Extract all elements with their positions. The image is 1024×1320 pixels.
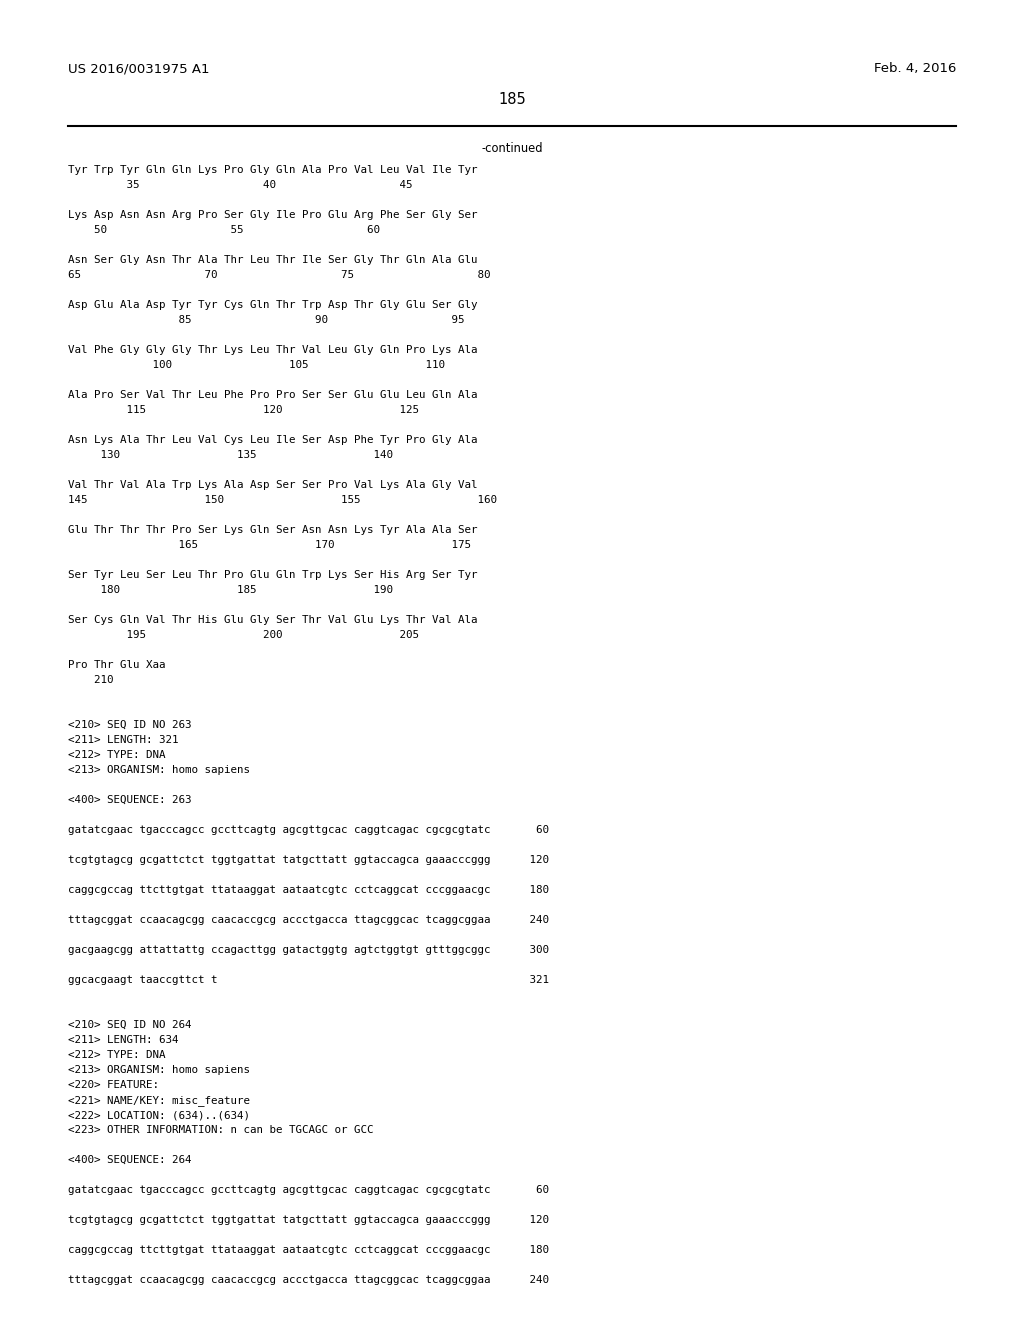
Text: caggcgccag ttcttgtgat ttataaggat aataatcgtc cctcaggcat cccggaacgc      180: caggcgccag ttcttgtgat ttataaggat aataatc… bbox=[68, 884, 549, 895]
Text: <400> SEQUENCE: 264: <400> SEQUENCE: 264 bbox=[68, 1155, 191, 1166]
Text: 35                   40                   45: 35 40 45 bbox=[68, 180, 413, 190]
Text: Lys Asp Asn Asn Arg Pro Ser Gly Ile Pro Glu Arg Phe Ser Gly Ser: Lys Asp Asn Asn Arg Pro Ser Gly Ile Pro … bbox=[68, 210, 477, 220]
Text: tttagcggat ccaacagcgg caacaccgcg accctgacca ttagcggcac tcaggcggaa      240: tttagcggat ccaacagcgg caacaccgcg accctga… bbox=[68, 915, 549, 925]
Text: <220> FEATURE:: <220> FEATURE: bbox=[68, 1080, 159, 1090]
Text: <223> OTHER INFORMATION: n can be TGCAGC or GCC: <223> OTHER INFORMATION: n can be TGCAGC… bbox=[68, 1125, 374, 1135]
Text: 115                  120                  125: 115 120 125 bbox=[68, 405, 419, 414]
Text: 165                  170                  175: 165 170 175 bbox=[68, 540, 471, 550]
Text: 65                   70                   75                   80: 65 70 75 80 bbox=[68, 271, 490, 280]
Text: Val Thr Val Ala Trp Lys Ala Asp Ser Ser Pro Val Lys Ala Gly Val: Val Thr Val Ala Trp Lys Ala Asp Ser Ser … bbox=[68, 480, 477, 490]
Text: <210> SEQ ID NO 263: <210> SEQ ID NO 263 bbox=[68, 719, 191, 730]
Text: gacgaagcgg attattattg ccagacttgg gatactggtg agtctggtgt gtttggcggc      300: gacgaagcgg attattattg ccagacttgg gatactg… bbox=[68, 945, 549, 954]
Text: US 2016/0031975 A1: US 2016/0031975 A1 bbox=[68, 62, 210, 75]
Text: <222> LOCATION: (634)..(634): <222> LOCATION: (634)..(634) bbox=[68, 1110, 250, 1119]
Text: gatatcgaac tgacccagcc gccttcagtg agcgttgcac caggtcagac cgcgcgtatc       60: gatatcgaac tgacccagcc gccttcagtg agcgttg… bbox=[68, 825, 549, 836]
Text: <400> SEQUENCE: 263: <400> SEQUENCE: 263 bbox=[68, 795, 191, 805]
Text: Asn Lys Ala Thr Leu Val Cys Leu Ile Ser Asp Phe Tyr Pro Gly Ala: Asn Lys Ala Thr Leu Val Cys Leu Ile Ser … bbox=[68, 436, 477, 445]
Text: Feb. 4, 2016: Feb. 4, 2016 bbox=[873, 62, 956, 75]
Text: 85                   90                   95: 85 90 95 bbox=[68, 315, 465, 325]
Text: Ser Cys Gln Val Thr His Glu Gly Ser Thr Val Glu Lys Thr Val Ala: Ser Cys Gln Val Thr His Glu Gly Ser Thr … bbox=[68, 615, 477, 624]
Text: Asn Ser Gly Asn Thr Ala Thr Leu Thr Ile Ser Gly Thr Gln Ala Glu: Asn Ser Gly Asn Thr Ala Thr Leu Thr Ile … bbox=[68, 255, 477, 265]
Text: Ala Pro Ser Val Thr Leu Phe Pro Pro Ser Ser Glu Glu Leu Gln Ala: Ala Pro Ser Val Thr Leu Phe Pro Pro Ser … bbox=[68, 389, 477, 400]
Text: 50                   55                   60: 50 55 60 bbox=[68, 224, 380, 235]
Text: ggcacgaagt taaccgttct t                                                321: ggcacgaagt taaccgttct t 321 bbox=[68, 975, 549, 985]
Text: <211> LENGTH: 321: <211> LENGTH: 321 bbox=[68, 735, 178, 744]
Text: tcgtgtagcg gcgattctct tggtgattat tatgcttatt ggtaccagca gaaacccggg      120: tcgtgtagcg gcgattctct tggtgattat tatgctt… bbox=[68, 855, 549, 865]
Text: <213> ORGANISM: homo sapiens: <213> ORGANISM: homo sapiens bbox=[68, 766, 250, 775]
Text: 195                  200                  205: 195 200 205 bbox=[68, 630, 419, 640]
Text: 185: 185 bbox=[498, 92, 526, 107]
Text: <210> SEQ ID NO 264: <210> SEQ ID NO 264 bbox=[68, 1020, 191, 1030]
Text: <212> TYPE: DNA: <212> TYPE: DNA bbox=[68, 750, 166, 760]
Text: Val Phe Gly Gly Gly Thr Lys Leu Thr Val Leu Gly Gln Pro Lys Ala: Val Phe Gly Gly Gly Thr Lys Leu Thr Val … bbox=[68, 345, 477, 355]
Text: Pro Thr Glu Xaa: Pro Thr Glu Xaa bbox=[68, 660, 166, 671]
Text: <212> TYPE: DNA: <212> TYPE: DNA bbox=[68, 1049, 166, 1060]
Text: 145                  150                  155                  160: 145 150 155 160 bbox=[68, 495, 497, 506]
Text: Glu Thr Thr Thr Pro Ser Lys Gln Ser Asn Asn Lys Tyr Ala Ala Ser: Glu Thr Thr Thr Pro Ser Lys Gln Ser Asn … bbox=[68, 525, 477, 535]
Text: <221> NAME/KEY: misc_feature: <221> NAME/KEY: misc_feature bbox=[68, 1096, 250, 1106]
Text: Tyr Trp Tyr Gln Gln Lys Pro Gly Gln Ala Pro Val Leu Val Ile Tyr: Tyr Trp Tyr Gln Gln Lys Pro Gly Gln Ala … bbox=[68, 165, 477, 176]
Text: tttagcggat ccaacagcgg caacaccgcg accctgacca ttagcggcac tcaggcggaa      240: tttagcggat ccaacagcgg caacaccgcg accctga… bbox=[68, 1275, 549, 1284]
Text: 130                  135                  140: 130 135 140 bbox=[68, 450, 393, 459]
Text: Asp Glu Ala Asp Tyr Tyr Cys Gln Thr Trp Asp Thr Gly Glu Ser Gly: Asp Glu Ala Asp Tyr Tyr Cys Gln Thr Trp … bbox=[68, 300, 477, 310]
Text: Ser Tyr Leu Ser Leu Thr Pro Glu Gln Trp Lys Ser His Arg Ser Tyr: Ser Tyr Leu Ser Leu Thr Pro Glu Gln Trp … bbox=[68, 570, 477, 579]
Text: 210: 210 bbox=[68, 675, 114, 685]
Text: 100                  105                  110: 100 105 110 bbox=[68, 360, 445, 370]
Text: tcgtgtagcg gcgattctct tggtgattat tatgcttatt ggtaccagca gaaacccggg      120: tcgtgtagcg gcgattctct tggtgattat tatgctt… bbox=[68, 1214, 549, 1225]
Text: caggcgccag ttcttgtgat ttataaggat aataatcgtc cctcaggcat cccggaacgc      180: caggcgccag ttcttgtgat ttataaggat aataatc… bbox=[68, 1245, 549, 1255]
Text: 180                  185                  190: 180 185 190 bbox=[68, 585, 393, 595]
Text: gatatcgaac tgacccagcc gccttcagtg agcgttgcac caggtcagac cgcgcgtatc       60: gatatcgaac tgacccagcc gccttcagtg agcgttg… bbox=[68, 1185, 549, 1195]
Text: <211> LENGTH: 634: <211> LENGTH: 634 bbox=[68, 1035, 178, 1045]
Text: -continued: -continued bbox=[481, 143, 543, 154]
Text: <213> ORGANISM: homo sapiens: <213> ORGANISM: homo sapiens bbox=[68, 1065, 250, 1074]
